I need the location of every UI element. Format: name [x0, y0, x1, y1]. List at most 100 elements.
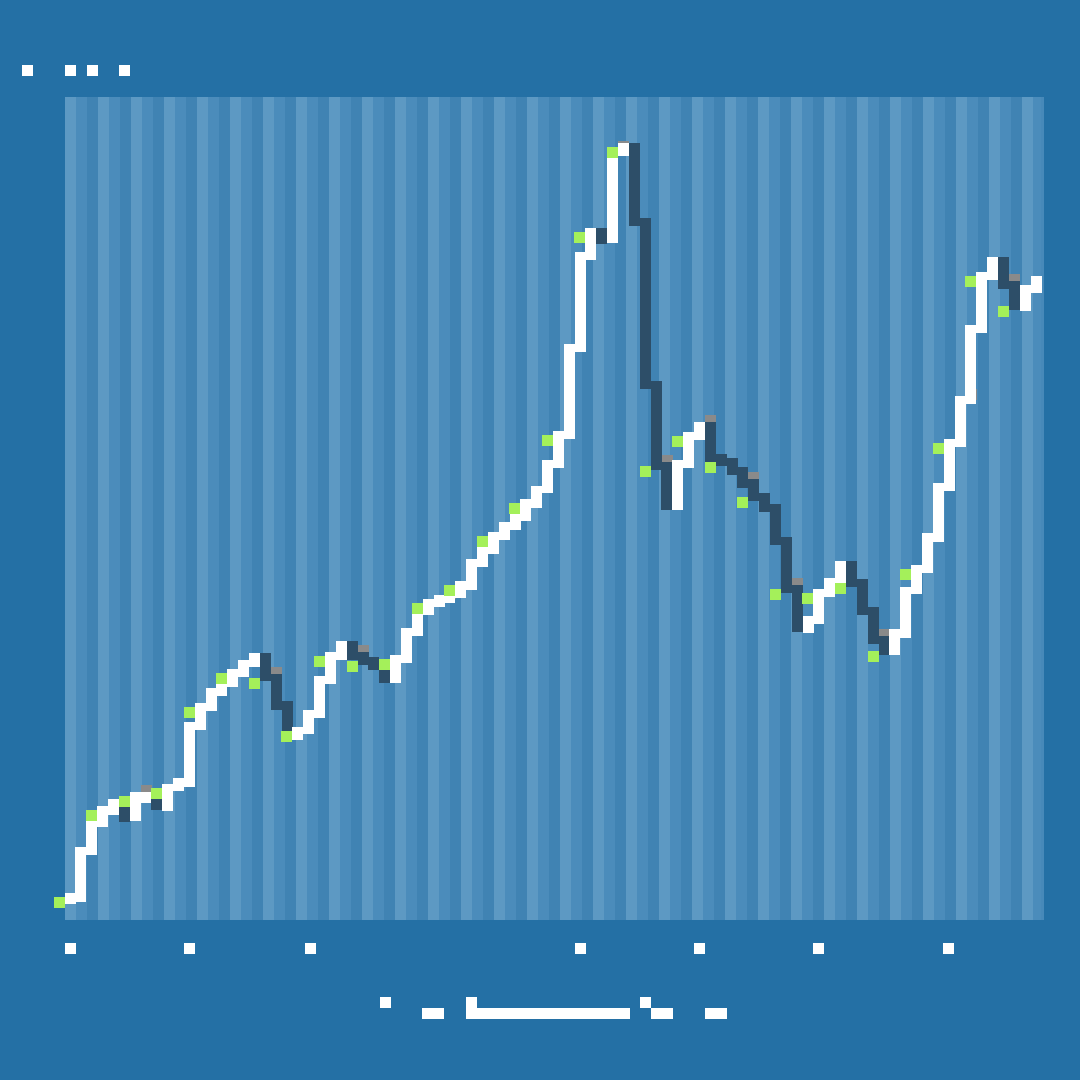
- gridline: [967, 97, 978, 920]
- candle: [575, 252, 586, 352]
- candle: [857, 579, 868, 615]
- gridline: [472, 97, 483, 920]
- shadow-pixel: [1009, 274, 1020, 285]
- gridline: [241, 97, 252, 920]
- gridline: [681, 97, 692, 920]
- shadow-pixel: [792, 578, 803, 589]
- gridline: [439, 97, 450, 920]
- volume-pixel: [412, 603, 423, 614]
- x-label-glyph: [531, 1008, 542, 1019]
- gridline: [615, 97, 626, 920]
- candle: [748, 479, 759, 501]
- candle: [520, 499, 531, 521]
- volume-pixel: [705, 462, 716, 473]
- candle: [987, 257, 998, 280]
- x-label-glyph: [476, 1008, 487, 1019]
- candle: [347, 641, 358, 660]
- x-label-glyph: [433, 1008, 444, 1019]
- gridline: [538, 97, 549, 920]
- x-label-glyph: [597, 1008, 608, 1019]
- title-glyph: [22, 65, 33, 76]
- candle: [1009, 281, 1020, 310]
- volume-pixel: [737, 497, 748, 508]
- candle: [640, 218, 651, 389]
- volume-pixel: [314, 656, 325, 667]
- candle: [206, 688, 217, 711]
- x-label-glyph: [619, 1008, 630, 1019]
- volume-pixel: [574, 232, 585, 243]
- volume-pixel: [119, 796, 130, 807]
- candle: [97, 806, 108, 827]
- candle: [140, 792, 151, 803]
- x-label-glyph: [520, 1008, 531, 1019]
- candle: [835, 561, 846, 585]
- candle: [390, 655, 401, 683]
- gridline: [747, 97, 758, 920]
- gridline: [351, 97, 362, 920]
- candle: [629, 143, 640, 226]
- title-glyph: [87, 65, 98, 76]
- gridline: [901, 97, 912, 920]
- gridline: [186, 97, 197, 920]
- gridline: [494, 97, 505, 920]
- gridline: [868, 97, 879, 920]
- x-label-glyph: [487, 1008, 498, 1019]
- gridline: [428, 97, 439, 920]
- candle: [260, 653, 271, 681]
- gridline: [285, 97, 296, 920]
- candle: [477, 546, 488, 567]
- gridline: [98, 97, 109, 920]
- volume-pixel: [249, 678, 260, 689]
- candle: [216, 679, 227, 696]
- candle: [499, 522, 510, 540]
- candle: [466, 559, 477, 590]
- gridline: [87, 97, 98, 920]
- candle: [553, 431, 564, 468]
- gridline: [527, 97, 538, 920]
- candle: [401, 628, 412, 663]
- candle: [1020, 285, 1031, 311]
- gridline: [945, 97, 956, 920]
- gridline: [219, 97, 230, 920]
- gridline: [1011, 97, 1022, 920]
- candle: [651, 381, 662, 470]
- data-series: [54, 141, 1042, 908]
- volume-pixel: [444, 585, 455, 596]
- gridline: [131, 97, 142, 920]
- x-tick-label: [184, 943, 195, 954]
- candle: [944, 439, 955, 491]
- x-label-glyph: [553, 1008, 564, 1019]
- gridline: [1033, 97, 1044, 920]
- x-tick-label: [65, 943, 76, 954]
- gridline: [76, 97, 87, 920]
- gridline: [923, 97, 934, 920]
- volume-pixel: [900, 569, 911, 580]
- gridline: [692, 97, 703, 920]
- x-label-glyph: [608, 1008, 619, 1019]
- gridline: [593, 97, 604, 920]
- candle: [249, 653, 260, 667]
- candle: [162, 784, 173, 811]
- candle: [271, 674, 282, 710]
- gridline: [417, 97, 428, 920]
- gridline: [318, 97, 329, 920]
- gridline: [274, 97, 285, 920]
- volume-pixel: [216, 673, 227, 684]
- volume-pixel: [347, 661, 358, 672]
- gridline: [483, 97, 494, 920]
- candle: [585, 228, 596, 260]
- gridline: [461, 97, 472, 920]
- candle: [65, 893, 76, 904]
- x-label-glyph: [662, 1008, 673, 1019]
- candle: [889, 629, 900, 655]
- shadow-pixel: [662, 455, 673, 466]
- gridline: [142, 97, 153, 920]
- gridline: [549, 97, 560, 920]
- shadow-pixel: [879, 629, 890, 640]
- volume-pixel: [54, 897, 65, 908]
- candle: [173, 778, 184, 791]
- candle: [358, 652, 369, 665]
- gridline: [813, 97, 824, 920]
- x-label-glyph: [575, 1008, 586, 1019]
